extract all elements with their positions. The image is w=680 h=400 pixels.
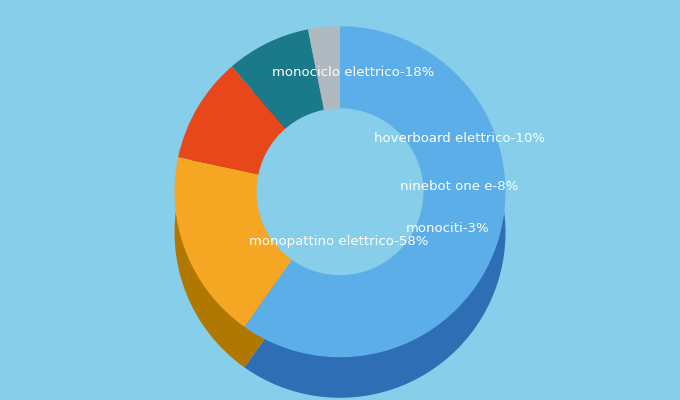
Wedge shape	[308, 26, 340, 110]
Wedge shape	[308, 67, 340, 151]
Text: monociclo elettrico-18%: monociclo elettrico-18%	[272, 66, 435, 79]
Text: ninebot one e-8%: ninebot one e-8%	[400, 180, 518, 193]
Wedge shape	[244, 26, 505, 357]
Circle shape	[257, 150, 423, 315]
Text: hoverboard elettrico-10%: hoverboard elettrico-10%	[374, 132, 545, 145]
Wedge shape	[244, 67, 505, 398]
Wedge shape	[232, 29, 324, 129]
Wedge shape	[175, 157, 292, 327]
Wedge shape	[175, 198, 292, 368]
Text: monociti-3%: monociti-3%	[406, 222, 490, 235]
Wedge shape	[178, 66, 286, 174]
Text: monopattino elettrico-58%: monopattino elettrico-58%	[249, 235, 428, 248]
Wedge shape	[178, 107, 286, 215]
Circle shape	[257, 109, 423, 274]
Wedge shape	[232, 70, 324, 170]
